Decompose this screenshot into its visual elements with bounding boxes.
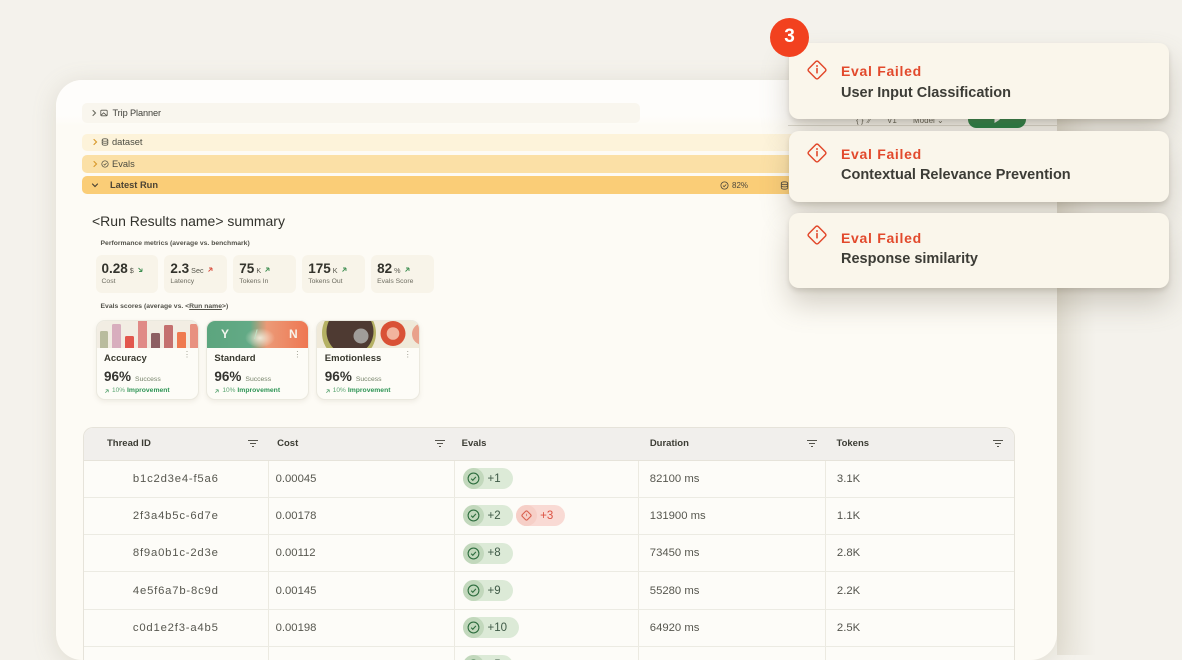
svg-text:/: / — [254, 327, 258, 342]
svg-text:N: N — [289, 327, 298, 341]
svg-text:Y: Y — [221, 327, 229, 341]
